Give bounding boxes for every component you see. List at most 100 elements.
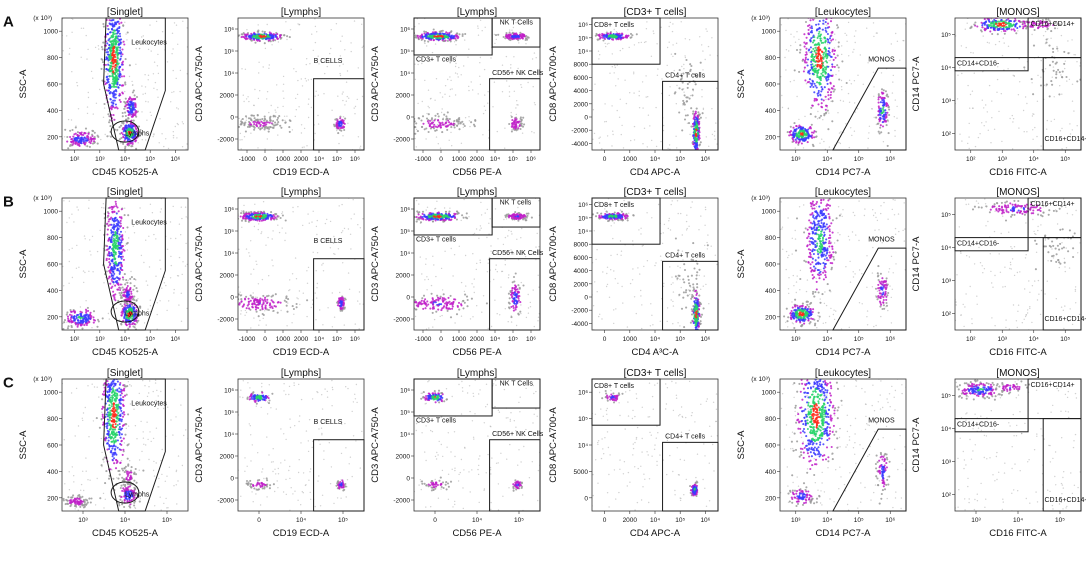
event-dot: [106, 216, 109, 219]
event-dot: [613, 28, 615, 31]
event-dot: [816, 69, 819, 72]
event-dot: [661, 78, 663, 80]
event-dot: [105, 276, 107, 279]
event-dot: [685, 58, 688, 62]
event-dot: [106, 75, 109, 78]
event-dot: [814, 46, 817, 49]
event-dot: [1044, 68, 1047, 70]
event-dot: [830, 100, 832, 103]
event-dot: [347, 122, 349, 125]
event-dot: [418, 23, 420, 25]
gate-label-cd4: CD4+ T cells: [665, 72, 706, 79]
event-dot: [687, 72, 691, 76]
event-dot: [1046, 27, 1049, 30]
event-dot: [122, 135, 125, 139]
event-dot: [445, 125, 448, 128]
event-dot: [286, 115, 288, 117]
event-dot: [448, 38, 451, 42]
event-dot: [109, 51, 112, 55]
event-dot: [131, 136, 134, 139]
event-dot: [69, 129, 72, 132]
event-dot: [684, 56, 687, 59]
event-dot: [332, 123, 336, 126]
event-dot: [63, 200, 65, 202]
event-dot: [697, 138, 700, 141]
event-dot: [167, 147, 170, 150]
y-tick-label: 2000: [396, 93, 411, 100]
event-dot: [85, 300, 87, 302]
event-dot: [112, 42, 115, 45]
event-dot: [110, 34, 113, 37]
event-dot: [341, 118, 344, 121]
event-dot: [76, 206, 78, 208]
event-dot: [983, 18, 986, 21]
event-dot: [646, 21, 648, 23]
event-dot: [57, 143, 59, 145]
event-dot: [819, 39, 822, 42]
event-dot: [828, 146, 831, 148]
event-dot: [619, 98, 621, 101]
event-dot: [1043, 84, 1046, 87]
event-dot: [646, 146, 648, 148]
event-dot: [112, 85, 115, 88]
event-dot: [1071, 39, 1073, 41]
event-dot: [124, 21, 126, 23]
event-dot: [342, 99, 344, 102]
event-dot: [680, 75, 684, 78]
event-dot: [815, 135, 818, 138]
event-dot: [116, 224, 119, 227]
event-dot: [107, 224, 110, 227]
event-dot: [884, 90, 887, 93]
event-dot: [614, 66, 616, 69]
event-dot: [434, 35, 437, 38]
event-dot: [1004, 23, 1007, 26]
event-dot: [283, 97, 285, 100]
event-dot: [317, 94, 319, 96]
event-dot: [138, 48, 141, 50]
event-dot: [172, 131, 174, 133]
event-dot: [509, 29, 511, 31]
event-dot: [802, 13, 804, 15]
event-dot: [119, 303, 122, 306]
event-dot: [143, 261, 145, 264]
event-dot: [800, 138, 803, 141]
event-dot: [633, 71, 635, 73]
event-dot: [414, 34, 417, 37]
event-dot: [979, 133, 981, 135]
event-dot: [800, 15, 802, 17]
event-dot: [851, 134, 853, 137]
event-dot: [885, 113, 888, 117]
event-dot: [517, 34, 520, 37]
event-dot: [883, 113, 886, 116]
x-tick-label: 0: [263, 156, 267, 163]
event-dot: [1063, 62, 1066, 65]
event-dot: [716, 143, 718, 145]
event-dot: [78, 134, 81, 137]
event-dot: [1060, 75, 1064, 79]
event-dot: [123, 273, 126, 276]
event-dot: [828, 47, 831, 50]
event-dot: [805, 136, 808, 139]
event-dot: [88, 199, 90, 201]
event-dot: [147, 101, 149, 103]
event-dot: [688, 39, 691, 41]
event-dot: [519, 122, 522, 125]
event-dot: [421, 62, 423, 65]
event-dot: [882, 103, 885, 106]
event-dot: [1045, 41, 1048, 44]
event-dot: [176, 122, 179, 125]
event-dot: [519, 127, 522, 131]
event-dot: [85, 145, 87, 147]
event-dot: [416, 130, 419, 133]
event-dot: [439, 122, 442, 125]
event-dot: [106, 33, 109, 36]
event-dot: [463, 65, 465, 67]
event-dot: [309, 63, 311, 65]
event-dot: [294, 115, 296, 118]
event-dot: [112, 294, 115, 297]
event-dot: [127, 116, 130, 120]
event-dot: [148, 266, 151, 268]
event-dot: [259, 123, 262, 126]
event-dot: [153, 233, 155, 236]
event-dot: [988, 42, 990, 44]
